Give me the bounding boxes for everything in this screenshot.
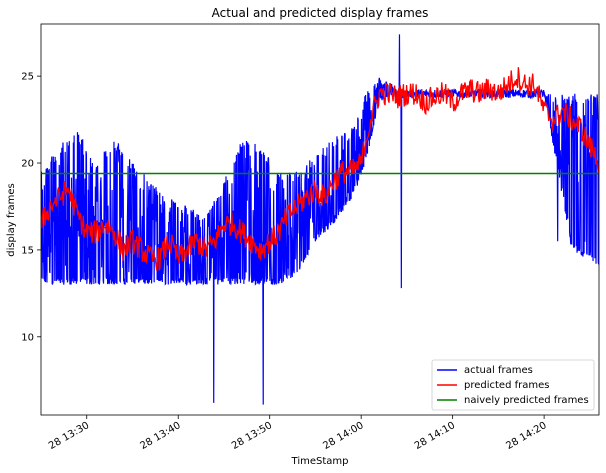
- legend-box: [431, 359, 595, 411]
- plot-frame: [40, 23, 600, 416]
- y-tick-label: 20: [21, 159, 34, 170]
- x-tick-label: 28 14:00: [321, 420, 365, 452]
- y-tick-label: 15: [21, 245, 34, 256]
- y-tick-label: 25: [21, 72, 34, 83]
- x-tick-label: 28 14:20: [504, 420, 548, 452]
- y-tick-label: 10: [21, 332, 34, 343]
- x-tick-label: 28 13:40: [138, 420, 182, 452]
- legend-label-actual: actual frames: [464, 365, 533, 376]
- x-axis-label: TimeStamp: [291, 456, 349, 467]
- legend: actual frames predicted frames naively p…: [431, 359, 595, 411]
- x-tick-label: 28 13:50: [230, 420, 274, 452]
- x-axis: 28 13:30 28 13:40 28 13:50 28 14:00 28 14:10…: [47, 415, 549, 452]
- legend-label-naive: naively predicted frames: [464, 395, 589, 406]
- y-axis-label: display frames: [6, 183, 17, 257]
- legend-label-predicted: predicted frames: [464, 380, 549, 391]
- x-tick-label: 28 13:30: [47, 420, 91, 452]
- series-layer: [41, 34, 599, 405]
- series-actual-frames: [41, 34, 599, 405]
- plot-area: [40, 23, 600, 416]
- x-tick-label: 28 14:10: [413, 420, 457, 452]
- chart-title: Actual and predicted display frames: [212, 6, 429, 20]
- series-predicted-frames: [41, 67, 599, 271]
- y-axis: 10 15 20 25: [21, 72, 41, 343]
